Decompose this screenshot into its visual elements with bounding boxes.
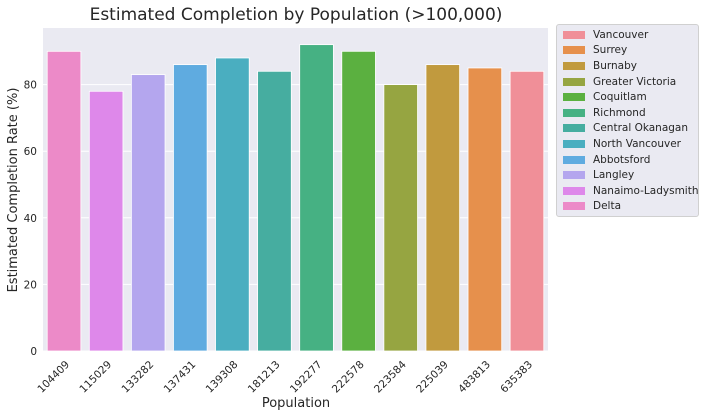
legend-item: Greater Victoria [563,74,694,90]
y-tick-label: 40 [24,213,37,225]
legend-swatch [563,186,585,195]
x-tick-label: 115029 [77,359,114,396]
bar [215,57,250,352]
legend-swatch [563,61,585,70]
bar [425,64,461,352]
legend-label: Surrey [593,44,628,57]
legend-item: Surrey [563,43,694,59]
y-tick-labels: 0 20 40 60 80 [24,80,37,358]
legend-swatch [563,202,585,211]
x-tick-label: 192277 [288,359,325,396]
x-tick-label: 137431 [162,359,199,396]
legend-swatch [563,155,585,164]
legend-item: Coquitlam [563,89,694,105]
y-axis-label: Estimated Completion Rate (%) [6,88,21,293]
x-tick-label: 483813 [456,359,493,396]
legend-label: Burnaby [593,59,637,72]
x-tick-label: 223584 [372,358,409,395]
bar [383,84,418,352]
legend-item: Burnaby [563,58,694,74]
legend-label: Nanaimo-Ladysmith [593,184,699,197]
chart-title: Estimated Completion by Population (>100… [90,5,503,25]
legend-label: Central Okanagan [593,122,689,135]
legend-swatch [563,93,585,102]
plot-area [43,28,548,351]
legend-swatch [563,46,585,55]
bar [130,74,166,352]
bar [509,70,545,352]
legend-label: Langley [593,169,635,182]
x-tick-label: 635383 [498,359,535,396]
x-tick-label: 222578 [330,359,367,396]
x-tick-label: 181213 [246,359,283,396]
legend-item: Richmond [563,105,694,121]
legend-label: Vancouver [593,28,649,41]
legend-item: Vancouver [563,27,694,43]
y-tick-label: 80 [24,80,37,92]
bar [257,70,292,352]
bars [46,44,545,352]
legend: Vancouver Surrey Burnaby Greater Victoria Co… [556,24,699,218]
x-tick-label: 133282 [119,359,156,396]
bar [173,64,208,352]
y-tick-label: 60 [24,146,37,158]
bar [299,44,334,352]
grid-lines [43,84,548,352]
legend-item: Langley [563,167,694,183]
bar [88,90,124,352]
legend-item: Delta [563,199,694,215]
legend-swatch [563,139,585,148]
legend-label: Coquitlam [593,91,647,104]
x-tick-label: 104409 [35,359,72,396]
bar [341,50,376,352]
legend-swatch [563,124,585,133]
x-tick-labels: 104409 115029 133282 137431 139308 181213 1922… [35,358,535,395]
legend-label: Richmond [593,106,646,119]
legend-swatch [563,30,585,39]
legend-swatch [563,77,585,86]
legend-label: Greater Victoria [593,75,677,88]
x-axis-label: Population [262,396,330,411]
legend-item: North Vancouver [563,136,694,152]
legend-item: Nanaimo-Ladysmith [563,183,698,199]
y-tick-label: 0 [30,346,37,358]
legend-label: Delta [593,200,622,213]
x-tick-label: 139308 [204,359,241,396]
x-tick-label: 225039 [414,359,451,396]
legend-swatch [563,108,585,117]
legend-item: Central Okanagan [563,121,694,137]
legend-swatch [563,171,585,180]
legend-item: Abbotsford [563,152,694,168]
bar [467,67,503,352]
legend-label: Abbotsford [593,153,651,166]
bar [46,50,82,352]
y-tick-label: 20 [24,279,37,291]
legend-label: North Vancouver [593,137,682,150]
